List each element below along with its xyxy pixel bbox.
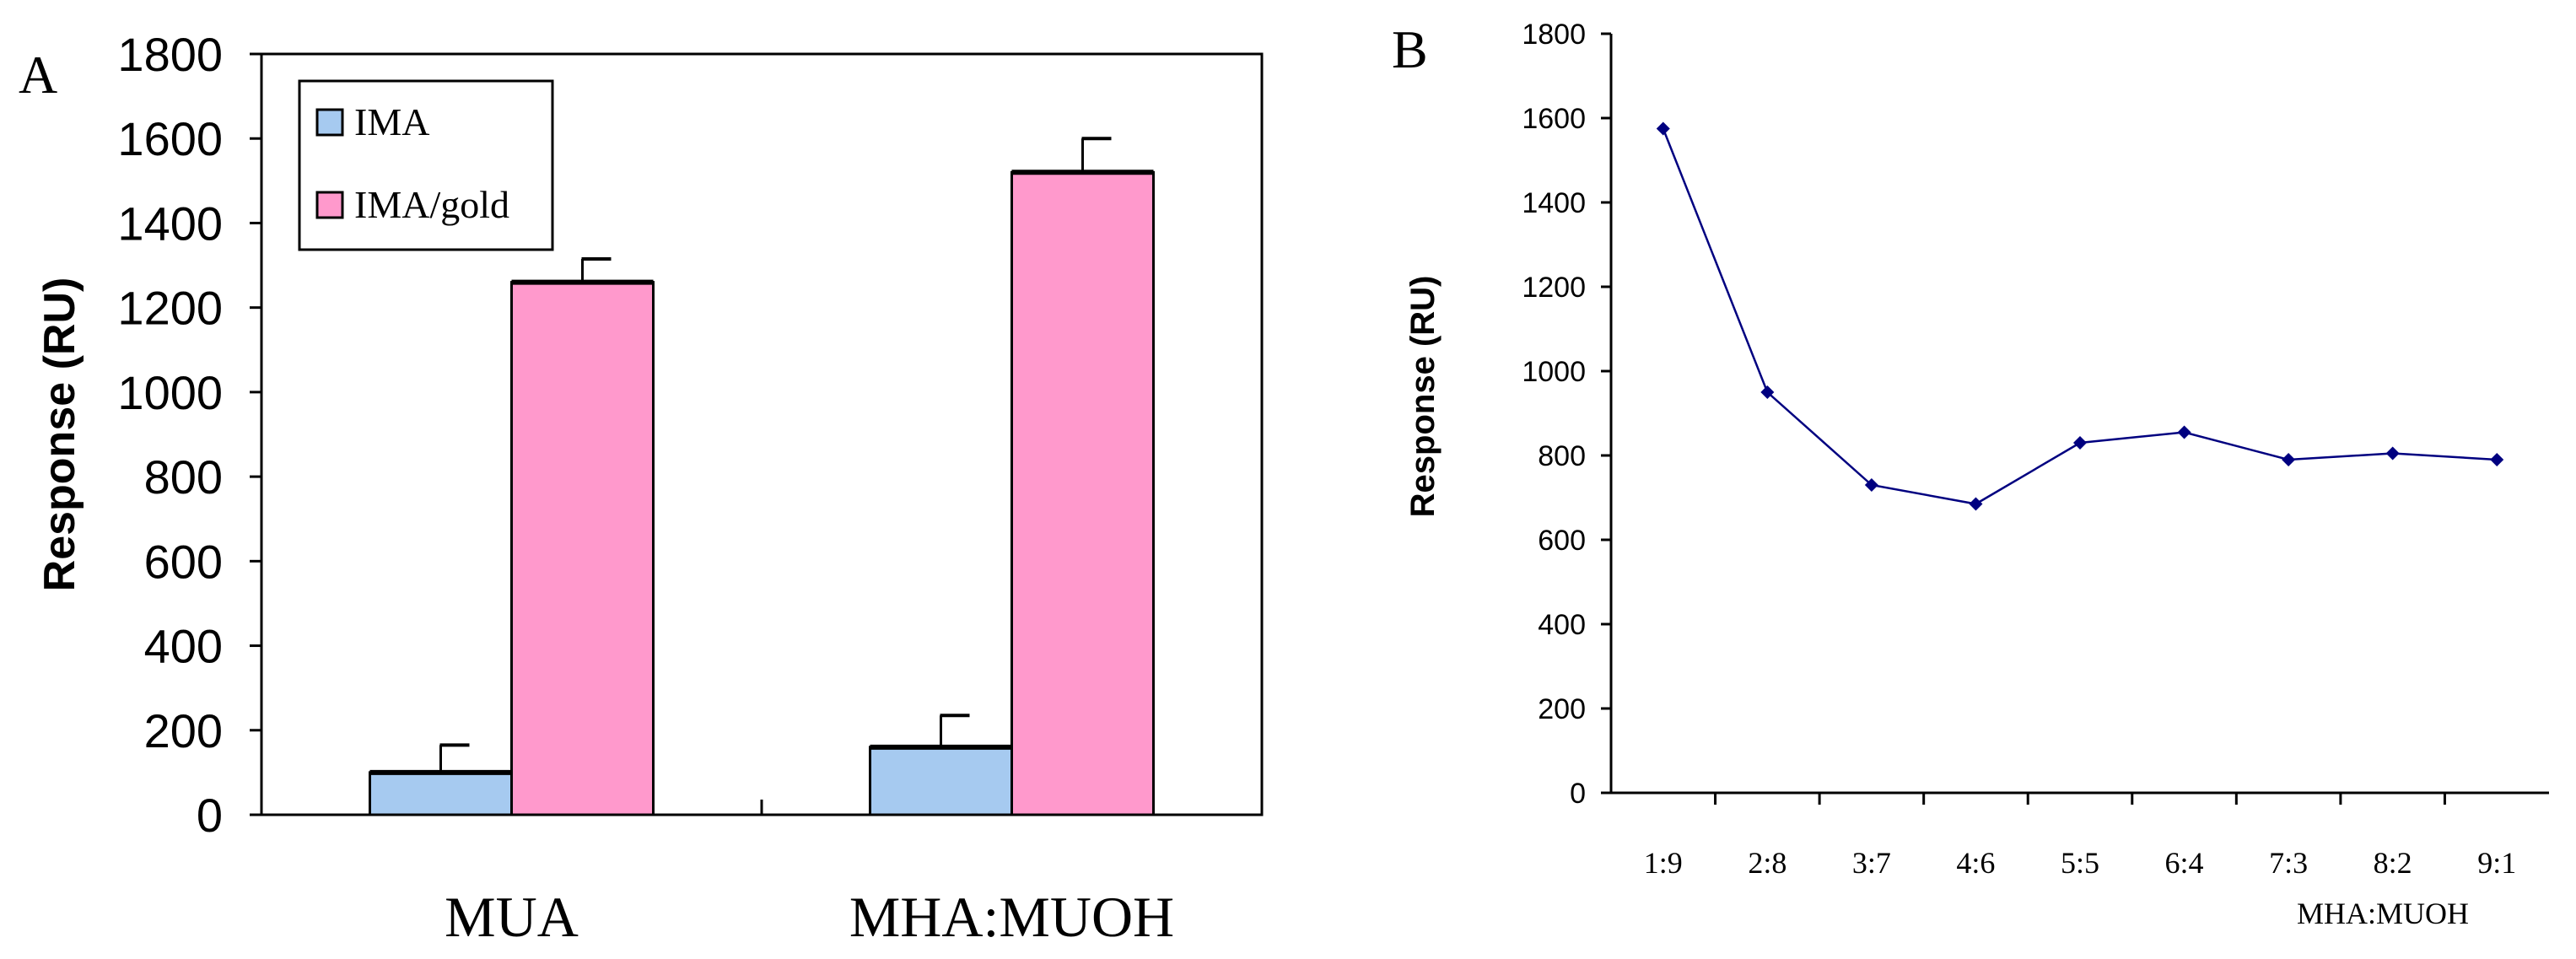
chart-b-x-tick-label: 8:2 [2374, 846, 2412, 880]
legend-swatch-ima-gold [315, 191, 344, 219]
chart-a-y-tick-label: 1400 [117, 197, 223, 250]
chart-a-y-tick-label: 1000 [117, 366, 223, 419]
chart-b-point-3-7 [1864, 478, 1878, 492]
chart-b-x-tick-label: 4:6 [1956, 846, 1995, 880]
chart-a-legend: IMA IMA/gold [298, 79, 554, 251]
chart-b-x-tick-label: 7:3 [2269, 846, 2308, 880]
chart-b-point-6-4 [2177, 425, 2191, 439]
chart-a-bar-ima-mua [369, 771, 513, 816]
chart-b-x-tick-label: 5:5 [2061, 846, 2099, 880]
panel-a-label: A [19, 45, 57, 105]
chart-b-y-tick-label: 200 [1538, 693, 1586, 725]
legend-swatch-ima [315, 108, 344, 137]
chart-b-y-tick-label: 1400 [1522, 187, 1586, 219]
chart-b-point-8-2 [2385, 446, 2400, 461]
chart-b-point-1-9 [1656, 121, 1670, 136]
chart-b: Response (RU) MHA:MUOH 0 200 400 600 800 1000… [1404, 19, 2549, 930]
chart-b-x-tick-label: 1:9 [1644, 846, 1683, 880]
chart-b-y-axis-label: Response (RU) [1404, 276, 1442, 518]
legend-label-ima-gold: IMA/gold [354, 183, 509, 226]
chart-a-y-tick-label: 400 [144, 620, 223, 673]
chart-b-point-2-8 [1760, 385, 1775, 399]
chart-a-bar-ima-mha-muoh [869, 746, 1013, 816]
chart-b-point-5-5 [2073, 436, 2087, 450]
chart-a-y-tick-label: 600 [144, 535, 223, 588]
chart-b-y-tick-label: 600 [1538, 525, 1586, 557]
chart-a-y-tick-label: 1200 [117, 282, 223, 335]
chart-b-y-tick-label: 1000 [1522, 356, 1586, 388]
chart-b-point-9-1 [2490, 453, 2504, 466]
chart-b-x-tick-label: 2:8 [1748, 846, 1786, 880]
chart-b-point-7-3 [2282, 453, 2296, 466]
chart-a: Response (RU) 0 200 400 600 800 1000 1200 1400 1… [35, 28, 1264, 949]
chart-b-y-tick-label: 1200 [1522, 272, 1586, 304]
chart-a-y-tick-label: 1600 [117, 112, 223, 165]
chart-b-x-tick-label: 6:4 [2165, 846, 2204, 880]
legend-label-ima: IMA [354, 100, 429, 143]
chart-a-y-tick-label: 800 [144, 450, 223, 504]
panel-b-label: B [1392, 19, 1428, 79]
chart-b-x-axis-label: MHA:MUOH [2297, 897, 2469, 930]
chart-b-point-4-6 [1969, 497, 1983, 511]
chart-a-x-tick-label: MHA:MUOH [849, 885, 1174, 949]
chart-a-x-tick-label: MUA [445, 885, 579, 949]
chart-b-y-tick-label: 1600 [1522, 103, 1586, 135]
chart-b-y-tick-label: 0 [1570, 778, 1586, 810]
chart-b-x-tick-label: 9:1 [2477, 846, 2516, 880]
chart-b-y-tick-label: 400 [1538, 609, 1586, 641]
chart-b-y-tick-label: 1800 [1522, 19, 1586, 51]
chart-a-bar-ima-gold-mua [510, 281, 655, 816]
chart-a-y-tick-label: 1800 [117, 28, 223, 81]
chart-b-x-tick-label: 3:7 [1852, 846, 1891, 880]
chart-a-bar-ima-gold-mha-muoh [1010, 170, 1155, 816]
chart-b-y-tick-label: 800 [1538, 440, 1586, 472]
chart-a-y-axis-label: Response (RU) [35, 277, 84, 592]
chart-a-y-tick-label: 0 [197, 789, 223, 842]
chart-a-y-tick-label: 200 [144, 704, 223, 757]
